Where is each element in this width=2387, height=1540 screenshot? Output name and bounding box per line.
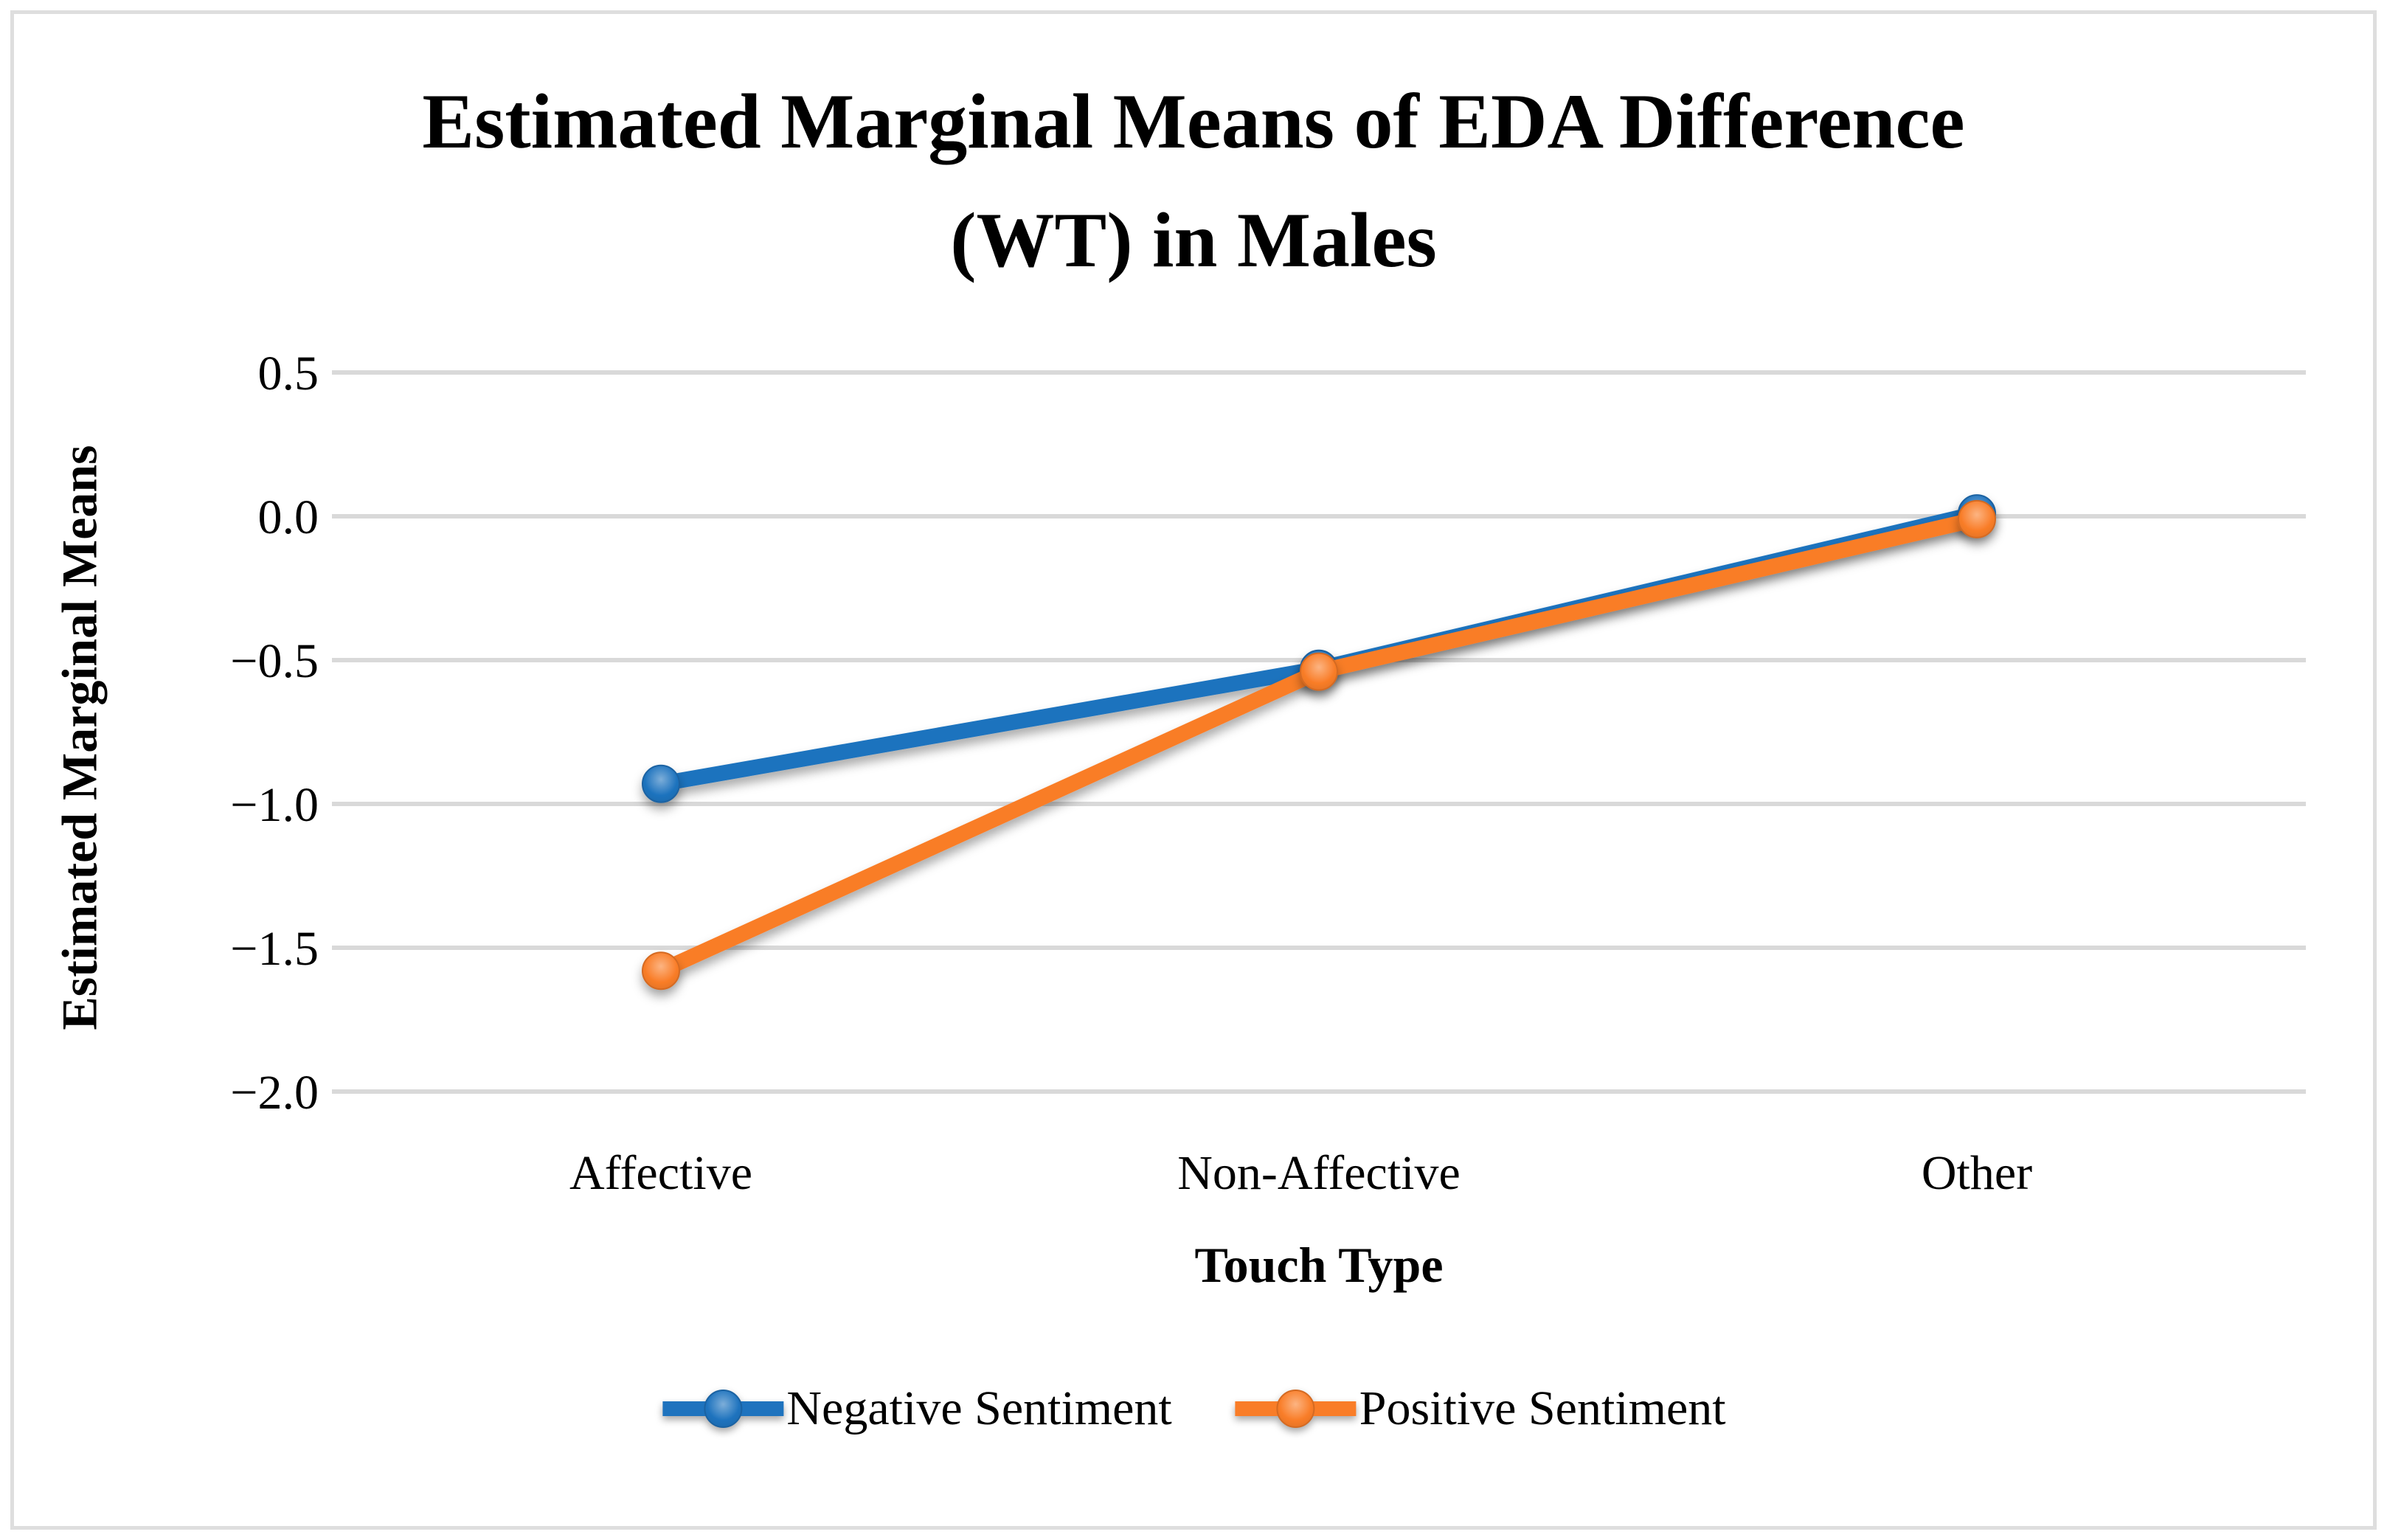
chart-title-line2: (WT) in Males	[950, 197, 1437, 284]
y-tick-label: 0.0	[258, 490, 319, 544]
legend-marker-icon	[704, 1390, 743, 1428]
legend-marker-icon	[1276, 1390, 1315, 1428]
x-category-label-other: Other	[1922, 1146, 2032, 1200]
legend-label: Negative Sentiment	[786, 1381, 1172, 1435]
chart-title-line1: Estimated Marginal Means of EDA Differen…	[422, 78, 1965, 164]
y-tick-label: −2.0	[230, 1066, 319, 1120]
x-axis-title: Touch Type	[1194, 1237, 1444, 1293]
y-tick-label: −1.0	[230, 778, 319, 832]
chart-border	[10, 10, 2377, 1530]
x-category-label-affective: Affective	[569, 1146, 752, 1200]
x-category-label-non-affective: Non-Affective	[1177, 1146, 1461, 1200]
data-point-negative-sentiment-affective	[642, 764, 680, 803]
legend: Negative Sentiment Positive Sentiment	[661, 1381, 1726, 1437]
legend-sample-icon	[1235, 1390, 1357, 1428]
legend-item-negative-sentiment: Negative Sentiment	[661, 1381, 1172, 1437]
y-tick-label: −0.5	[230, 634, 319, 688]
series-line-negative-sentiment	[653, 505, 1985, 792]
legend-item-positive-sentiment: Positive Sentiment	[1234, 1381, 1726, 1437]
data-point-positive-sentiment-other	[1958, 499, 1996, 538]
data-point-positive-sentiment-affective	[642, 951, 680, 991]
y-tick-label: 0.5	[258, 347, 319, 400]
data-point-positive-sentiment-non-affective	[1300, 652, 1338, 691]
chart-title: Estimated Marginal Means of EDA Differen…	[0, 62, 2387, 299]
legend-sample-icon	[662, 1390, 784, 1428]
legend-label: Positive Sentiment	[1359, 1381, 1726, 1435]
y-tick-label: −1.5	[230, 922, 319, 976]
